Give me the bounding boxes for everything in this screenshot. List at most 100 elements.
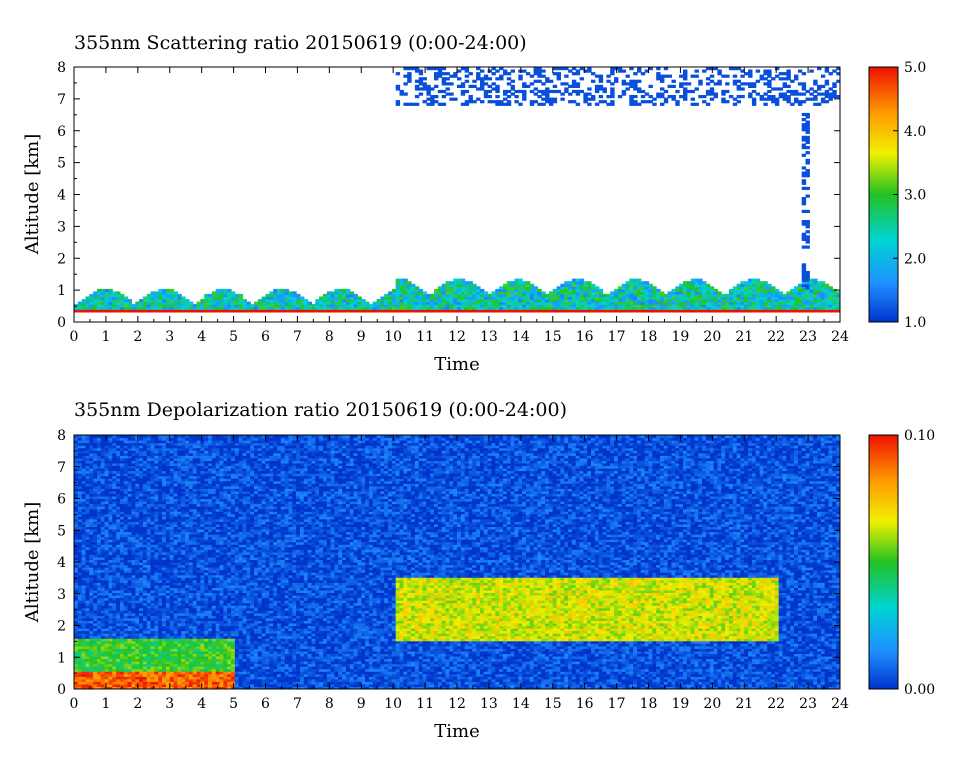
y-tick-label: 6 <box>57 124 66 140</box>
heatmap-cell <box>537 90 541 93</box>
heatmap-cell <box>767 70 771 73</box>
heatmap-cell <box>568 70 572 73</box>
heatmap-cell <box>763 98 767 101</box>
heatmap-cell <box>610 82 614 85</box>
heatmap-cell <box>331 291 335 294</box>
heatmap-cell <box>687 90 691 93</box>
heatmap-cell <box>572 80 576 83</box>
heatmap-cell <box>442 77 446 80</box>
heatmap-cell <box>806 159 810 162</box>
heatmap-cell <box>442 90 446 93</box>
heatmap-cell <box>357 297 361 300</box>
heatmap-cell <box>809 70 813 73</box>
heatmap-cell <box>729 289 733 292</box>
heatmap-cell <box>813 95 817 98</box>
heatmap-cell <box>633 72 637 75</box>
heatmap-cell <box>461 103 465 106</box>
heatmap-cell <box>120 294 124 297</box>
heatmap-cell <box>744 281 748 284</box>
heatmap-cell <box>829 72 833 75</box>
heatmap-cell <box>315 299 319 302</box>
heatmap-cell <box>825 100 829 103</box>
heatmap-cell <box>725 75 729 78</box>
heatmap-cell <box>312 304 316 307</box>
heatmap-cell <box>472 100 476 103</box>
heatmap-cell <box>821 281 825 284</box>
heatmap-cell <box>763 93 767 96</box>
heatmap-cell <box>407 281 411 284</box>
x-tick-label: 5 <box>229 329 238 345</box>
heatmap-cell <box>695 103 699 106</box>
heatmap-cell <box>132 304 136 307</box>
heatmap-cell <box>664 90 668 93</box>
heatmap-cell <box>511 70 515 73</box>
heatmap-cell <box>683 87 687 90</box>
heatmap-cell <box>572 90 576 93</box>
heatmap-cell <box>603 294 607 297</box>
heatmap-cell <box>503 90 507 93</box>
heatmap-cell <box>641 95 645 98</box>
heatmap-cell <box>798 82 802 85</box>
heatmap-cell <box>748 70 752 73</box>
heatmap-cell <box>89 294 93 297</box>
heatmap-cell <box>534 93 538 96</box>
x-tick-label: 24 <box>831 329 849 345</box>
heatmap-cell <box>691 98 695 101</box>
heatmap-cell <box>744 82 748 85</box>
heatmap-cell <box>135 302 139 305</box>
heatmap-cell <box>166 289 170 292</box>
heatmap-cell <box>495 85 499 88</box>
heatmap-cell <box>733 98 737 101</box>
heatmap-cell <box>576 70 580 73</box>
heatmap-cell <box>384 294 388 297</box>
x-tick-label: 11 <box>416 329 434 345</box>
x-tick-label: 1 <box>101 329 110 345</box>
heatmap-cell <box>446 77 450 80</box>
heatmap-cell <box>503 284 507 287</box>
heatmap-cell <box>442 95 446 98</box>
heatmap-cell <box>748 82 752 85</box>
heatmap-cell <box>545 294 549 297</box>
heatmap-cell <box>664 294 668 297</box>
heatmap-cell <box>541 98 545 101</box>
heatmap-cell <box>403 93 407 96</box>
heatmap-cell <box>300 297 304 300</box>
heatmap-cell <box>572 279 576 282</box>
heatmap-cell <box>698 80 702 83</box>
heatmap-cell <box>832 90 836 93</box>
heatmap-cell <box>721 75 725 78</box>
heatmap-cell <box>683 82 687 85</box>
heatmap-cell <box>763 77 767 80</box>
heatmap-cell <box>614 289 618 292</box>
heatmap-cell <box>476 87 480 90</box>
heatmap-cell <box>419 289 423 292</box>
heatmap-cell <box>522 281 526 284</box>
heatmap-cell <box>415 95 419 98</box>
heatmap-cell <box>212 291 216 294</box>
heatmap-cell <box>599 85 603 88</box>
chart-title-depolarization: 355nm Depolarization ratio 20150619 (0:0… <box>74 399 567 421</box>
heatmap-cell <box>403 82 407 85</box>
heatmap-cell <box>231 291 235 294</box>
heatmap-cell <box>610 291 614 294</box>
heatmap-cell <box>220 289 224 292</box>
heatmap-cell <box>756 70 760 73</box>
x-tick-label: 22 <box>767 329 785 345</box>
heatmap-cell <box>323 294 327 297</box>
heatmap-cell <box>537 289 541 292</box>
x-tick-label: 7 <box>293 329 302 345</box>
heatmap-cell <box>802 100 806 103</box>
x-axis-label-scattering: Time <box>434 354 479 375</box>
heatmap-cell <box>453 98 457 101</box>
heatmap-cell <box>492 291 496 294</box>
heatmap-cell <box>809 98 813 101</box>
heatmap-cell <box>721 294 725 297</box>
heatmap-cell <box>564 87 568 90</box>
heatmap-cell <box>507 82 511 85</box>
heatmap-cell <box>645 93 649 96</box>
heatmap-cell <box>798 70 802 73</box>
x-tick-label: 6 <box>261 329 270 345</box>
heatmap-cell <box>817 281 821 284</box>
heatmap-cell <box>806 169 810 172</box>
heatmap-cell <box>537 95 541 98</box>
